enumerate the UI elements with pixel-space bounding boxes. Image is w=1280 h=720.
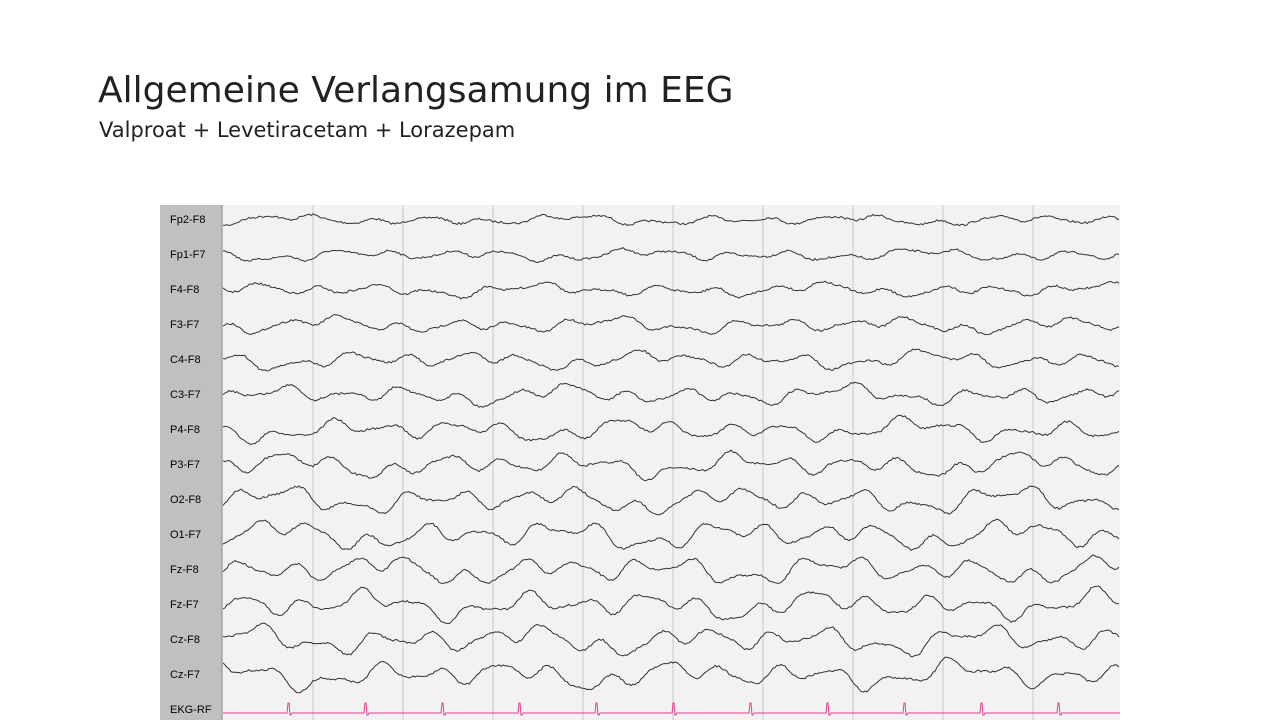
channel-label-column	[160, 205, 222, 720]
channel-label: Cz-F7	[170, 669, 200, 681]
eeg-trace	[222, 518, 1120, 552]
channel-label: C3-F7	[170, 389, 201, 401]
eeg-trace	[222, 622, 1120, 658]
channel-label: Fp1-F7	[170, 249, 205, 261]
channel-label: Fz-F7	[170, 599, 199, 611]
eeg-trace	[223, 213, 1120, 227]
channel-label: O2-F8	[170, 494, 201, 506]
eeg-trace	[222, 449, 1120, 482]
eeg-trace	[222, 381, 1120, 408]
ekg-trace	[223, 702, 1120, 716]
channel-label: Fp2-F8	[170, 214, 205, 226]
eeg-trace	[222, 485, 1120, 516]
channel-label: O1-F7	[170, 529, 201, 541]
channel-label: Cz-F8	[170, 634, 200, 646]
eeg-trace	[222, 656, 1120, 694]
channel-label: Fz-F8	[170, 564, 199, 576]
eeg-background	[160, 205, 1120, 720]
eeg-trace	[222, 414, 1120, 446]
eeg-trace	[222, 314, 1120, 336]
channel-label: P4-F8	[170, 424, 200, 436]
slide-title: Allgemeine Verlangsamung im EEG	[98, 70, 734, 111]
channel-label: C4-F8	[170, 354, 201, 366]
eeg-trace	[222, 348, 1120, 372]
channel-label: EKG-RF	[170, 704, 212, 716]
channel-label: P3-F7	[170, 459, 200, 471]
eeg-panel: Fp2-F8 Fp1-F7 F4-F8 F3-F7 C4-F8 C3-F7 P4-F8 P3-…	[160, 205, 1120, 720]
eeg-trace	[222, 585, 1120, 625]
eeg-trace	[222, 280, 1120, 300]
channel-label: F3-F7	[170, 319, 199, 331]
channel-label: F4-F8	[170, 284, 199, 296]
eeg-trace	[222, 554, 1120, 585]
eeg-trace	[222, 247, 1120, 264]
slide-subtitle: Valproat + Levetiracetam + Lorazepam	[99, 118, 516, 142]
